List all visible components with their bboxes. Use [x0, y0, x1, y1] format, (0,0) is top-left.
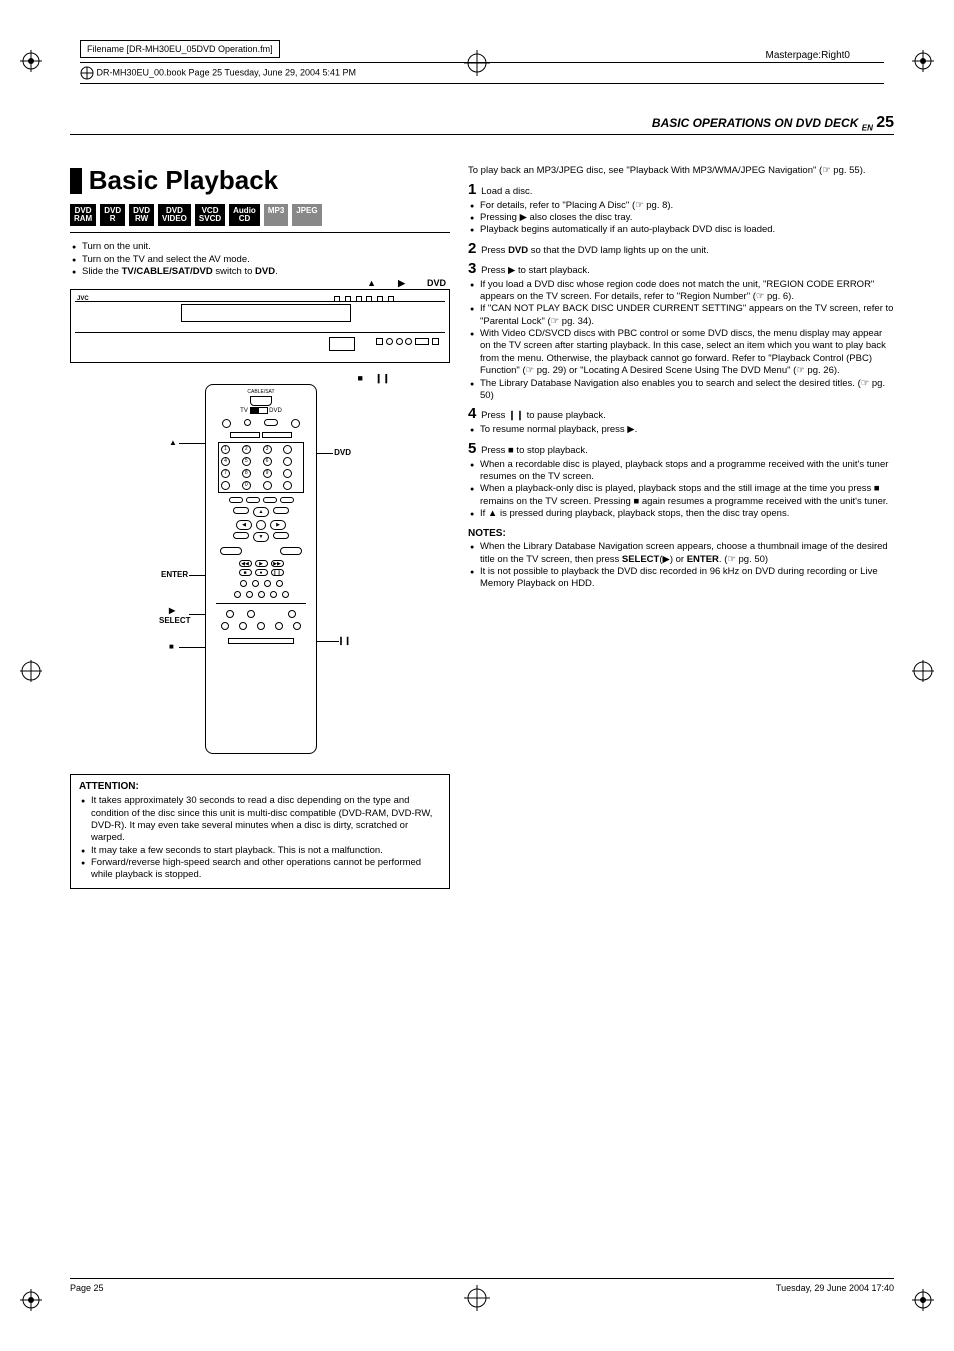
list-item: If you load a DVD disc whose region code… — [470, 279, 894, 304]
list-item: The Library Database Navigation also ena… — [470, 378, 894, 403]
bookline: DR-MH30EU_00.book Page 25 Tuesday, June … — [80, 62, 884, 84]
format-badges: DVDRAMDVDRDVDRWDVDVIDEOVCDSVCDAudioCDMP3… — [70, 204, 450, 233]
format-badge: JPEG — [292, 204, 321, 226]
crop-mark-icon — [20, 1289, 42, 1311]
notes-heading: NOTES: — [468, 528, 894, 539]
footer-date: Tuesday, 29 June 2004 17:40 — [776, 1283, 894, 1293]
title-bar: Basic Playback — [70, 165, 450, 196]
step-4: 4 Press ❙❙ to pause playback. — [468, 405, 894, 422]
page: Filename [DR-MH30EU_05DVD Operation.fm] … — [0, 0, 954, 1351]
notes-list: When the Library Database Navigation scr… — [468, 541, 894, 590]
attention-box: ATTENTION: It takes approximately 30 sec… — [70, 774, 450, 888]
title-marker-icon — [70, 168, 82, 194]
format-badge: AudioCD — [229, 204, 260, 226]
list-item: When a playback-only disc is played, pla… — [470, 483, 894, 508]
format-badge: VCDSVCD — [195, 204, 225, 226]
format-badge: DVDR — [100, 204, 125, 226]
list-item: Slide the TV/CABLE/SAT/DVD switch to DVD… — [72, 266, 450, 278]
step-text: Press ❙❙ to pause playback. — [481, 410, 606, 421]
crop-mark-icon — [20, 50, 42, 72]
content-columns: Basic Playback DVDRAMDVDRDVDRWDVDVIDEOVC… — [70, 165, 894, 888]
unit-top-labels: ▲ ▶ DVD — [70, 278, 450, 289]
step-number: 1 — [468, 181, 476, 198]
dvd-label: DVD — [269, 409, 282, 415]
crop-mark-icon — [20, 660, 42, 682]
list-item: If ▲ is pressed during playback, playbac… — [470, 508, 894, 520]
stop-icon: ■ — [169, 642, 174, 651]
unit-diagram: JVC — [70, 289, 450, 363]
cable-sat-label: CABLE/SAT — [206, 389, 316, 395]
list-item: It may take a few seconds to start playb… — [81, 845, 441, 857]
footer: Page 25 Tuesday, 29 June 2004 17:40 — [70, 1278, 894, 1293]
list-item: Forward/reverse high-speed search and ot… — [81, 857, 441, 882]
left-column: Basic Playback DVDRAMDVDRDVDRWDVDVIDEOVC… — [70, 165, 450, 888]
crop-mark-icon — [912, 660, 934, 682]
page-title: Basic Playback — [89, 165, 278, 195]
filename-box: Filename [DR-MH30EU_05DVD Operation.fm] — [80, 40, 280, 58]
step-text: Press ■ to stop playback. — [481, 445, 588, 456]
play-icon: ▶ — [169, 606, 175, 615]
crop-mark-icon — [912, 1289, 934, 1311]
step-text: Load a disc. — [481, 186, 532, 197]
list-item: Playback begins automatically if an auto… — [470, 224, 894, 236]
format-badge: MP3 — [264, 204, 288, 226]
footer-page: Page 25 — [70, 1283, 104, 1293]
step-number: 4 — [468, 405, 476, 422]
step-5: 5 Press ■ to stop playback. — [468, 440, 894, 457]
book-icon — [80, 66, 94, 80]
attention-heading: ATTENTION: — [79, 781, 441, 792]
step-3: 3 Press ▶ to start playback. — [468, 260, 894, 277]
intro-paragraph: To play back an MP3/JPEG disc, see "Play… — [468, 165, 894, 177]
unit-bottom-labels: ■ ❙❙ — [70, 373, 450, 384]
format-badge: DVDRW — [129, 204, 154, 226]
eject-icon: ▲ — [169, 438, 177, 447]
crop-mark-icon — [912, 50, 934, 72]
list-item: If "CAN NOT PLAY BACK DISC UNDER CURRENT… — [470, 303, 894, 328]
attention-list: It takes approximately 30 seconds to rea… — [79, 795, 441, 881]
select-label: SELECT — [159, 616, 191, 625]
list-item: Turn on the TV and select the AV mode. — [72, 254, 450, 266]
step-4-sublist: To resume normal playback, press ▶. — [468, 424, 894, 436]
dvd-label: DVD — [334, 448, 351, 457]
step-2: 2 Press DVD so that the DVD lamp lights … — [468, 240, 894, 257]
list-item: Pressing ▶ also closes the disc tray. — [470, 212, 894, 224]
dvd-label: DVD — [427, 278, 446, 289]
enter-label: ENTER — [161, 570, 188, 579]
eject-icon: ▲ — [367, 278, 376, 289]
step-1: 1 Load a disc. — [468, 181, 894, 198]
step-1-sublist: For details, refer to "Placing A Disc" (… — [468, 200, 894, 237]
format-badge: DVDVIDEO — [158, 204, 191, 226]
list-item: When a recordable disc is played, playba… — [470, 459, 894, 484]
section-title: BASIC OPERATIONS ON DVD DECK — [652, 116, 858, 130]
step-text: Press ▶ to start playback. — [481, 265, 590, 276]
lang-label: EN — [862, 123, 873, 132]
remote-diagram: ▲ ENTER ▶ SELECT ■ DVD ❙❙ CABLE/SAT — [175, 384, 345, 764]
list-item: For details, refer to "Placing A Disc" (… — [470, 200, 894, 212]
step-number: 5 — [468, 440, 476, 457]
step-number: 3 — [468, 260, 476, 277]
bookline-text: DR-MH30EU_00.book Page 25 Tuesday, June … — [97, 67, 357, 77]
step-3-sublist: If you load a DVD disc whose region code… — [468, 279, 894, 402]
remote-body: CABLE/SAT TV DVD — [205, 384, 317, 754]
masterpage-label: Masterpage:Right0 — [766, 50, 851, 61]
step-text: Press DVD so that the DVD lamp lights up… — [481, 245, 709, 256]
step-5-sublist: When a recordable disc is played, playba… — [468, 459, 894, 521]
pause-icon: ❙❙ — [375, 373, 390, 384]
section-header: BASIC OPERATIONS ON DVD DECK EN 25 — [70, 114, 894, 135]
format-badge: DVDRAM — [70, 204, 96, 226]
list-item: When the Library Database Navigation scr… — [470, 541, 894, 566]
list-item: It takes approximately 30 seconds to rea… — [81, 795, 441, 844]
play-icon: ▶ — [398, 278, 405, 289]
tv-label: TV — [240, 409, 248, 415]
page-number: 25 — [876, 114, 894, 131]
list-item: To resume normal playback, press ▶. — [470, 424, 894, 436]
list-item: It is not possible to playback the DVD d… — [470, 566, 894, 591]
pause-icon: ❙❙ — [338, 636, 351, 645]
list-item: With Video CD/SVCD discs with PBC contro… — [470, 328, 894, 377]
right-column: To play back an MP3/JPEG disc, see "Play… — [468, 165, 894, 888]
stop-icon: ■ — [357, 373, 362, 384]
step-number: 2 — [468, 240, 476, 257]
list-item: Turn on the unit. — [72, 241, 450, 253]
setup-list: Turn on the unit.Turn on the TV and sele… — [70, 241, 450, 278]
